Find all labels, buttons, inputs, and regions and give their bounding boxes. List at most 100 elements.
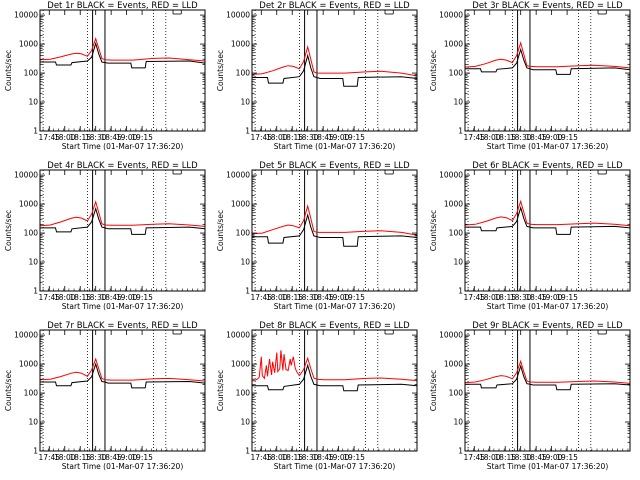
x-tick-label: 18:15	[494, 293, 516, 302]
x-tick-label: 18:15	[494, 133, 516, 142]
y-tick-label: 1000	[19, 40, 38, 49]
y-tick-label: 100	[236, 389, 251, 398]
chart-panel-8: Det 8r BLACK = Events, RED = LLD 1 10 100 10…	[216, 321, 418, 471]
x-tick-label: 18:00	[54, 453, 76, 462]
x-tick-label: 17:45	[463, 133, 485, 142]
chart-panel-1: Det 1r BLACK = Events, RED = LLD 1 10 100 10…	[4, 1, 206, 151]
x-tick-label: 18:00	[54, 133, 76, 142]
x-tick-label: 19:00	[116, 133, 138, 142]
y-axis-label: Counts/sec	[216, 370, 225, 411]
x-tick-label: 19:00	[541, 453, 563, 462]
x-tick-label: 17:45	[463, 293, 485, 302]
y-axis-label: Counts/sec	[4, 210, 13, 251]
panel-title: Det 7r BLACK = Events, RED = LLD	[47, 321, 198, 331]
x-tick-label: 18:45	[525, 133, 547, 142]
y-tick-label: 10000	[14, 331, 38, 340]
y-axis-label: Counts/sec	[4, 50, 13, 91]
x-tick-label: 19:00	[541, 133, 563, 142]
y-tick-label: 10	[240, 418, 250, 427]
lld-series-line	[251, 44, 418, 77]
y-tick-label: 100	[24, 389, 39, 398]
x-tick-label: 17:45	[250, 453, 272, 462]
x-tick-label: 19:15	[131, 133, 153, 142]
x-tick-label: 18:30	[510, 453, 532, 462]
y-tick-label: 1000	[231, 40, 250, 49]
y-tick-label: 1000	[444, 200, 463, 209]
panel-title: Det 4r BLACK = Events, RED = LLD	[47, 161, 198, 171]
y-tick-label: 1000	[444, 40, 463, 49]
events-series-line	[40, 206, 206, 235]
x-axis-label: Start Time (01-Mar-07 17:36:20)	[274, 142, 396, 151]
plot-frame	[39, 9, 206, 132]
events-series-line	[252, 53, 418, 87]
x-tick-label: 19:15	[556, 293, 578, 302]
chart-panel-3: Det 3r BLACK = Events, RED = LLD 1 10 100 10…	[429, 1, 631, 151]
y-tick-label: 10	[28, 258, 38, 267]
lld-series-line	[464, 359, 631, 384]
x-tick-label: 17:45	[38, 293, 60, 302]
chart-panel-7: Det 7r BLACK = Events, RED = LLD 1 10 100 10…	[4, 321, 206, 471]
y-tick-label: 10000	[226, 11, 250, 20]
x-tick-label: 18:30	[297, 453, 319, 462]
lld-series-line	[464, 41, 631, 69]
x-tick-label: 18:00	[479, 453, 501, 462]
x-tick-label: 18:30	[510, 293, 532, 302]
y-tick-label: 100	[449, 229, 464, 238]
x-tick-label: 18:45	[100, 453, 122, 462]
x-tick-label: 19:15	[556, 453, 578, 462]
x-tick-label: 19:15	[343, 293, 365, 302]
y-tick-label: 100	[24, 229, 39, 238]
events-series-line	[465, 47, 631, 75]
y-tick-label: 1	[33, 127, 38, 136]
y-tick-label: 100	[24, 69, 39, 78]
plot-frame	[464, 9, 631, 132]
panel-title: Det 2r BLACK = Events, RED = LLD	[259, 1, 410, 11]
x-tick-label: 18:00	[266, 133, 288, 142]
y-tick-label: 1	[458, 287, 463, 296]
lld-series-line	[39, 36, 206, 62]
y-tick-label: 10	[453, 98, 463, 107]
x-tick-label: 18:45	[312, 293, 334, 302]
events-series-line	[252, 363, 418, 392]
y-axis-label: Counts/sec	[429, 50, 438, 91]
plot-frame	[39, 169, 206, 292]
y-tick-label: 100	[449, 389, 464, 398]
lld-series-line	[251, 204, 418, 236]
y-tick-label: 10000	[439, 11, 463, 20]
x-tick-label: 17:45	[250, 293, 272, 302]
y-tick-label: 1	[458, 127, 463, 136]
y-axis-label: Counts/sec	[429, 370, 438, 411]
y-tick-label: 100	[236, 229, 251, 238]
y-axis-label: Counts/sec	[4, 370, 13, 411]
x-tick-label: 19:00	[116, 293, 138, 302]
x-tick-label: 18:45	[525, 293, 547, 302]
x-axis-label: Start Time (01-Mar-07 17:36:20)	[487, 462, 609, 471]
x-tick-label: 18:30	[510, 133, 532, 142]
y-tick-label: 10000	[226, 171, 250, 180]
x-axis-label: Start Time (01-Mar-07 17:36:20)	[487, 142, 609, 151]
x-axis-label: Start Time (01-Mar-07 17:36:20)	[274, 302, 396, 311]
x-tick-label: 18:30	[297, 293, 319, 302]
y-tick-label: 100	[449, 69, 464, 78]
plot-frame	[251, 169, 418, 292]
y-tick-label: 1	[245, 127, 250, 136]
x-tick-label: 18:15	[281, 453, 303, 462]
x-tick-label: 18:15	[69, 293, 91, 302]
x-tick-label: 18:30	[297, 133, 319, 142]
y-tick-label: 100	[236, 69, 251, 78]
y-tick-label: 10000	[439, 331, 463, 340]
x-tick-label: 18:45	[100, 133, 122, 142]
x-tick-label: 18:45	[312, 453, 334, 462]
chart-panel-4: Det 4r BLACK = Events, RED = LLD 1 10 100 10…	[4, 161, 206, 311]
lld-series-line	[464, 199, 631, 227]
y-tick-label: 1000	[231, 360, 250, 369]
panel-title: Det 8r BLACK = Events, RED = LLD	[259, 321, 410, 331]
plot-frame	[464, 329, 631, 452]
lld-series-line	[251, 350, 418, 382]
plot-frame	[251, 9, 418, 132]
x-axis-label: Start Time (01-Mar-07 17:36:20)	[62, 142, 184, 151]
plot-frame	[39, 329, 206, 452]
x-axis-label: Start Time (01-Mar-07 17:36:20)	[62, 462, 184, 471]
